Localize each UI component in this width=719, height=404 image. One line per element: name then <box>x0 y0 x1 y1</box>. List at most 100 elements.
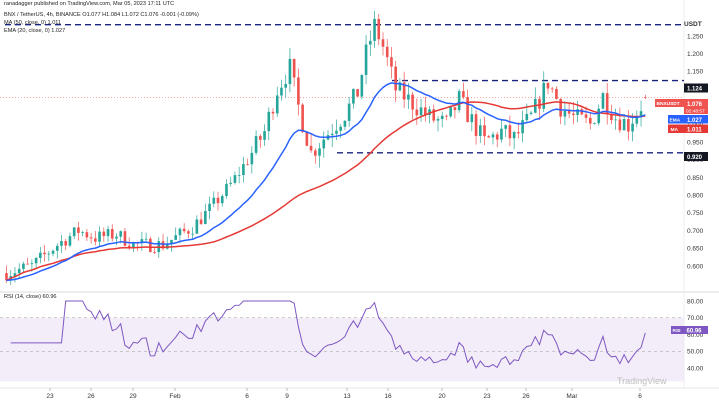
candle-body <box>495 134 499 140</box>
candle-body <box>17 268 21 274</box>
candle-body <box>115 236 118 239</box>
candle-body <box>64 241 68 246</box>
candle-body <box>68 236 72 246</box>
svg-text:EMA: EMA <box>670 118 681 124</box>
time-tick-label: 26 <box>87 393 95 400</box>
symbol-legend[interactable]: BNX / TetherUS, 4h, BINANCE O1.077 H1.08… <box>4 12 199 18</box>
rsi-overbought-oversold-band <box>0 317 684 382</box>
candle-body <box>550 88 554 90</box>
svg-text:MA: MA <box>671 127 679 133</box>
candle-body <box>43 252 46 255</box>
svg-text:02:48:57: 02:48:57 <box>686 109 705 115</box>
time-tick-label: 29 <box>129 393 137 400</box>
candle-body <box>483 125 486 137</box>
time-tick-label: Mar <box>566 393 578 400</box>
candle-body <box>373 18 376 41</box>
candle-body <box>313 150 317 156</box>
candle-body <box>572 113 575 115</box>
candle-body <box>199 219 203 224</box>
candle-body <box>601 93 605 109</box>
candle-body <box>292 58 296 78</box>
candle-body <box>322 139 326 149</box>
candle-body <box>597 108 601 124</box>
candle-body <box>529 112 533 114</box>
time-tick-label: 6 <box>245 393 249 400</box>
candle-body <box>170 239 173 245</box>
candle-body <box>610 113 613 121</box>
candle-body <box>343 120 347 127</box>
candle-body <box>47 253 51 255</box>
rsi-tick-label: 70.00 <box>687 315 704 322</box>
candle-body <box>81 232 84 233</box>
candle-body <box>309 145 313 151</box>
ema-legend[interactable]: EMA (20, close, 0) 1.027 <box>4 28 66 34</box>
candle-body <box>364 44 368 76</box>
rsi-band-fill <box>0 317 684 382</box>
rsi-tag: RSI 60.96 <box>671 326 708 334</box>
candle-body <box>491 134 495 138</box>
rsi-tick-label: 80.00 <box>687 298 704 305</box>
rsi-tick-label: 60.00 <box>687 332 704 339</box>
candle-body <box>432 109 436 121</box>
candle-body <box>576 109 579 115</box>
candle-body <box>330 133 334 136</box>
price-tick-label: 1.250 <box>687 33 704 40</box>
candle-body <box>457 91 461 111</box>
candle-body <box>356 89 359 97</box>
candle-body <box>453 107 457 111</box>
candle-body <box>55 245 59 251</box>
candle-body <box>580 109 584 115</box>
candle-body <box>618 119 622 131</box>
candle-body <box>288 58 292 85</box>
candle-body <box>204 211 207 224</box>
candle-body <box>246 164 249 165</box>
time-axis[interactable]: 23 26 29 Feb 6 9 13 16 20 23 26 Mar 6 <box>46 388 642 400</box>
candle-body <box>347 103 351 121</box>
price-tick-label: 0.600 <box>687 263 704 270</box>
candle-body <box>229 182 233 184</box>
candle-body <box>436 119 440 121</box>
candle-body <box>178 228 182 236</box>
candlesticks[interactable] <box>5 10 647 285</box>
candle-body <box>259 136 262 140</box>
candle-body <box>487 136 491 138</box>
price-tick-label: 0.850 <box>687 175 704 182</box>
rsi-legend[interactable]: RSI (14, close) 60.96 <box>4 294 57 300</box>
price-tick-label: 0.950 <box>687 139 704 146</box>
rsi-path <box>10 300 646 370</box>
svg-text:0.920: 0.920 <box>687 155 703 161</box>
candle-body <box>187 231 190 234</box>
candle-body <box>132 242 135 249</box>
candle-body <box>216 197 220 204</box>
candle-body <box>419 107 423 116</box>
candle-body <box>39 252 42 258</box>
ma-legend[interactable]: MA (50, close, 0) 1.011 <box>4 20 62 26</box>
candle-body <box>94 238 97 242</box>
candle-body <box>555 88 558 99</box>
candle-body <box>60 241 63 246</box>
candle-body <box>225 183 228 197</box>
ma50-line <box>6 101 646 282</box>
candle-body <box>423 107 427 116</box>
candle-body <box>614 119 617 121</box>
candle-body <box>635 115 639 124</box>
candle-body <box>242 164 245 176</box>
candle-body <box>144 238 148 240</box>
support-tag: 0.920 <box>684 152 708 161</box>
candle-body <box>182 228 186 232</box>
candle-body <box>301 104 304 133</box>
candle-body <box>89 237 93 239</box>
candle-body <box>605 93 609 114</box>
candle-body <box>34 257 38 264</box>
candle-body <box>5 273 8 281</box>
candle-body <box>233 175 237 183</box>
time-tick-label: 13 <box>343 393 351 400</box>
price-tick-label: 0.750 <box>687 210 704 217</box>
tradingview-watermark: TradingView <box>617 376 667 386</box>
time-tick-label: 26 <box>522 393 530 400</box>
candle-body <box>525 113 529 121</box>
candle-body <box>119 231 123 237</box>
candle-body <box>237 175 241 176</box>
candle-body <box>153 251 156 253</box>
